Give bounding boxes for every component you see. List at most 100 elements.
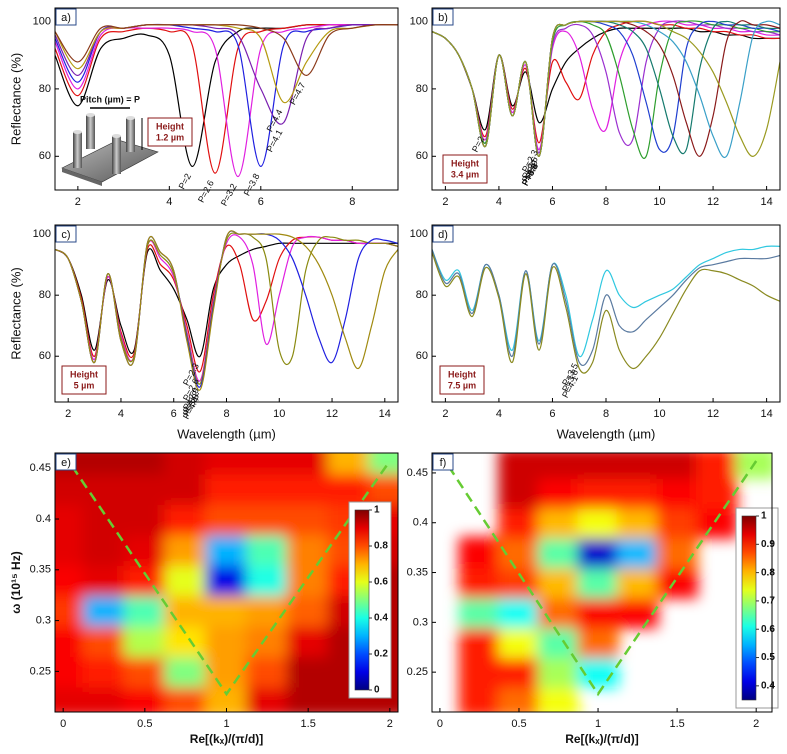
heatmap-cell xyxy=(123,533,167,566)
x-tick-label: 12 xyxy=(326,408,338,420)
heatmap-cell xyxy=(286,472,330,505)
heatmap-cell xyxy=(55,594,85,627)
heatmap-cell xyxy=(458,626,501,659)
heatmap-cell xyxy=(695,506,738,539)
heatmap-cell xyxy=(537,566,580,599)
heatmap-cell xyxy=(205,624,248,658)
heatmap-cell xyxy=(82,594,126,627)
y-tick-label: 0.25 xyxy=(30,665,51,677)
heatmap-cell xyxy=(205,685,248,712)
curve-label: P=2.6 xyxy=(196,179,216,205)
panel-label: b) xyxy=(438,12,448,24)
heatmap-cell xyxy=(164,655,208,688)
panel-label-box xyxy=(55,8,77,26)
lines xyxy=(55,23,398,178)
y-tick-label: 60 xyxy=(39,350,51,362)
heatmap-cell xyxy=(537,626,580,659)
heatmap-cell xyxy=(537,476,580,509)
colorbar-tick-label: 1 xyxy=(374,505,380,516)
heatmap-cell xyxy=(245,453,289,475)
colorbar-tick-label: 0.8 xyxy=(761,567,775,578)
heatmap-cell xyxy=(245,563,289,597)
curve-label: P=4.4 xyxy=(265,108,285,134)
heatmap-cell xyxy=(123,453,167,475)
heatmap-cell xyxy=(656,566,698,599)
panel-label: e) xyxy=(61,457,71,469)
x-tick-label: 2 xyxy=(75,196,81,208)
heatmap-cell xyxy=(286,655,330,688)
heatmap-cell xyxy=(55,685,85,712)
line xyxy=(55,242,398,358)
heatmap-cell xyxy=(695,476,738,509)
panel-label: a) xyxy=(61,12,71,24)
heatmap-cell xyxy=(55,563,85,597)
heatmap-cell xyxy=(164,472,208,505)
y-tick-label: 0.35 xyxy=(407,566,428,578)
colorbar-tick-label: 0.4 xyxy=(761,680,775,691)
line xyxy=(432,27,780,131)
heatmap-cell xyxy=(458,536,501,569)
panel-label: f) xyxy=(440,457,447,469)
line xyxy=(55,24,398,125)
colorbar xyxy=(741,515,757,701)
x-tick-label: 6 xyxy=(171,408,177,420)
line xyxy=(432,20,780,157)
line xyxy=(55,24,398,103)
heatmap-cell xyxy=(656,506,698,539)
height-label: Height xyxy=(451,158,479,168)
x-tick-label: 12 xyxy=(707,196,719,208)
height-box xyxy=(439,365,485,395)
heatmap-cell xyxy=(82,685,126,712)
line xyxy=(432,252,780,374)
x-tick-label: 2 xyxy=(753,718,759,730)
height-box xyxy=(442,154,488,184)
heatmap-cell xyxy=(498,476,540,509)
x-tick-label: 14 xyxy=(760,408,772,420)
x-tick-label: 2 xyxy=(442,408,448,420)
x-tick-label: 0 xyxy=(60,718,66,730)
colorbar-tick-label: 0.7 xyxy=(761,596,775,607)
heatmap-cell xyxy=(82,624,126,658)
heatmap-cells xyxy=(458,453,772,712)
x-axis-label: Wavelength (µm) xyxy=(177,426,276,441)
colorbar-tick-label: 0.2 xyxy=(374,649,388,660)
x-tick-label: 14 xyxy=(379,408,391,420)
x-tick-label: 8 xyxy=(603,408,609,420)
heatmap-cell xyxy=(164,453,208,475)
colorbar-tick-label: 1 xyxy=(761,511,767,522)
height-label: Height xyxy=(70,369,98,379)
heatmap-cell xyxy=(286,563,330,597)
x-tick-label: 4 xyxy=(166,196,172,208)
heatmap-cell xyxy=(164,533,208,566)
heatmap-cell xyxy=(82,655,126,688)
heatmap-cell xyxy=(458,656,501,689)
heatmap-cell xyxy=(82,502,126,536)
x-tick-label: 1.5 xyxy=(669,718,684,730)
heatmap-cell xyxy=(164,594,208,627)
heatmap-cell xyxy=(458,566,501,599)
y-tick-label: 0.25 xyxy=(407,666,428,678)
line xyxy=(55,232,398,385)
light-line xyxy=(62,453,391,697)
x-tick-label: 8 xyxy=(349,196,355,208)
x-tick-label: 4 xyxy=(496,408,502,420)
heatmap-cell xyxy=(205,453,248,475)
y-tick-label: 60 xyxy=(416,150,428,162)
curve-label: P=3.2 xyxy=(219,182,239,208)
x-tick-label: 2 xyxy=(65,408,71,420)
height-value: 3.4 µm xyxy=(451,169,479,179)
heatmap-cell xyxy=(82,472,126,505)
heatmap-cell xyxy=(205,502,248,536)
heatmap-cell xyxy=(498,626,540,659)
heatmap-cell xyxy=(164,563,208,597)
heatmap-cell xyxy=(537,453,580,479)
line xyxy=(55,230,398,391)
panel-label: d) xyxy=(438,229,448,241)
heatmap-cell xyxy=(327,453,371,475)
x-tick-label: 10 xyxy=(273,408,285,420)
heatmap-cell xyxy=(577,453,619,479)
heatmap-cell xyxy=(498,656,540,689)
heatmap-cell xyxy=(55,472,85,505)
heatmap-cell xyxy=(164,624,208,658)
